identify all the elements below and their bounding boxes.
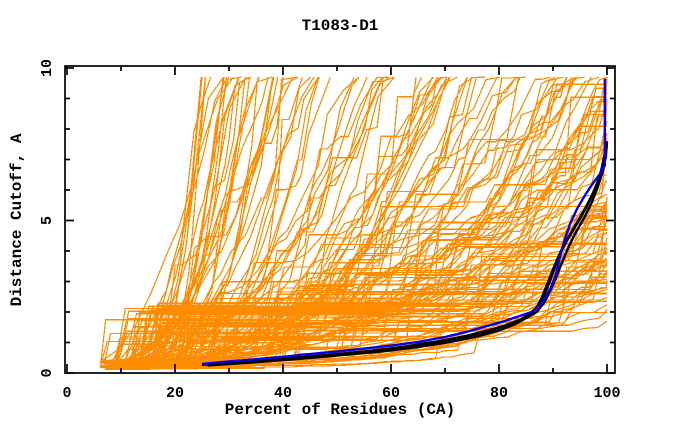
- model-curve: [106, 242, 607, 369]
- model-curve: [130, 115, 607, 369]
- model-curve: [125, 77, 224, 366]
- model-curve: [113, 206, 608, 364]
- y-axis-label: Distance Cutoff, A: [8, 133, 26, 306]
- model-curve: [145, 270, 607, 366]
- plot-title: T1083-D1: [302, 17, 379, 35]
- tick-label: 0: [39, 368, 56, 377]
- model-curve: [146, 76, 450, 364]
- tick-label: 40: [274, 385, 292, 402]
- tick-label: 10: [39, 59, 56, 77]
- model-curve: [133, 243, 607, 362]
- model-curve: [138, 134, 608, 370]
- model-curves-group: [99, 76, 608, 370]
- x-axis-label: Percent of Residues (CA): [225, 401, 455, 419]
- model-curve: [136, 209, 608, 364]
- tick-label: 20: [166, 385, 184, 402]
- model-curve: [115, 77, 212, 362]
- model-curve: [117, 76, 517, 369]
- tick-label: 100: [593, 385, 620, 402]
- model-curve: [141, 76, 556, 369]
- model-curve: [136, 76, 580, 367]
- model-curve: [140, 211, 608, 362]
- plot-border: [64, 65, 616, 374]
- model-curve: [137, 309, 608, 370]
- model-curve: [111, 152, 608, 364]
- model-curve: [113, 133, 608, 368]
- model-curve: [110, 113, 607, 363]
- model-curve: [148, 292, 607, 367]
- model-curve: [129, 76, 458, 364]
- model-curve: [100, 121, 608, 363]
- tick-labels: 0 20 40 60 80 100 0 5 10: [39, 59, 621, 402]
- tick-label: 0: [62, 385, 71, 402]
- reference-curve-group: [201, 78, 606, 366]
- reference-curve: [201, 78, 606, 366]
- model-curve: [123, 266, 607, 367]
- model-curve: [116, 77, 284, 364]
- tick-label: 60: [382, 385, 400, 402]
- tick-label: 80: [490, 385, 508, 402]
- model-curve: [99, 101, 607, 367]
- model-curve: [131, 278, 607, 366]
- axes-and-ticks: [64, 65, 616, 374]
- model-curve: [145, 77, 207, 364]
- tick-label: 5: [39, 216, 56, 225]
- model-curve: [140, 76, 475, 364]
